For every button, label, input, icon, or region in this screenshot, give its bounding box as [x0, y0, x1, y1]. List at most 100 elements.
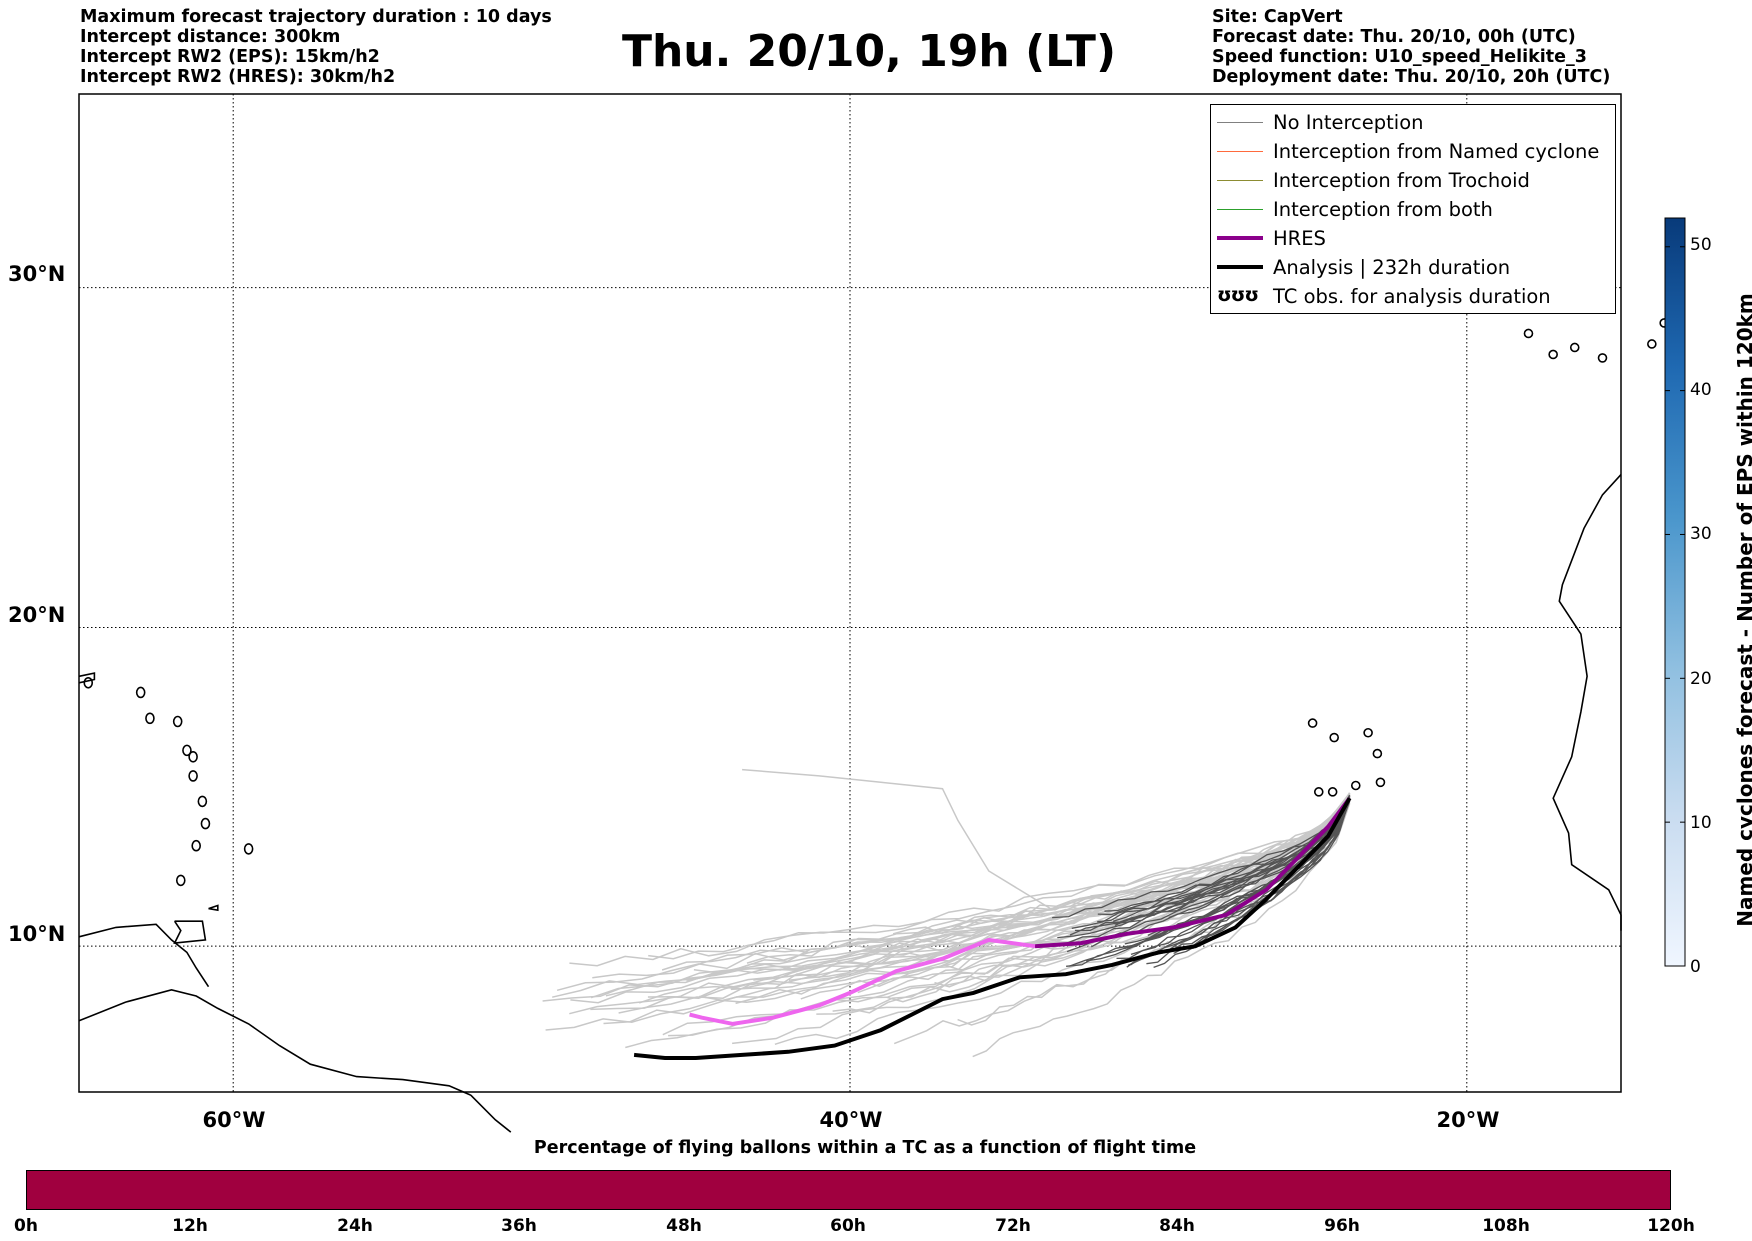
colorbar-tick-label: 40 — [1690, 380, 1712, 400]
lat-label-10n: 10°N — [8, 922, 66, 946]
lon-label-60w: 60°W — [202, 1108, 266, 1132]
legend-item-both: Interception from both — [1211, 196, 1615, 224]
lat-label-30n: 30°N — [8, 262, 66, 286]
analysis-track — [633, 797, 1352, 1060]
caribbean-island — [188, 770, 198, 782]
west-africa-coastline — [1552, 474, 1622, 931]
french-guiana-coastline — [470, 1094, 512, 1133]
hour-label: 12h — [172, 1216, 208, 1236]
legend-item-analysis: Analysis | 232h duration — [1211, 254, 1615, 282]
caribbean-island — [191, 839, 201, 852]
map-frame — [78, 93, 1622, 1093]
ensemble-track-light — [732, 792, 1351, 1045]
caribbean-island — [243, 843, 254, 855]
ensemble-track-dark — [1130, 798, 1351, 966]
hour-label: 96h — [1324, 1216, 1360, 1236]
legend-swatch — [1217, 122, 1263, 123]
hour-label: 48h — [666, 1216, 702, 1236]
legend-item-hres: HRES — [1211, 225, 1615, 253]
legend-item-no-interception: No Interception — [1211, 109, 1615, 137]
header-left-line: Intercept RW2 (HRES): 30km/h2 — [80, 67, 396, 87]
cape-verde-island — [1375, 777, 1386, 788]
legend-label: Interception from Named cyclone — [1273, 140, 1600, 163]
caribbean-island — [83, 676, 94, 689]
header-right-line: Deployment date: Thu. 20/10, 20h (UTC) — [1212, 67, 1611, 87]
ensemble-track-dark — [1052, 797, 1351, 919]
colorbar-right-ticks — [1665, 246, 1685, 967]
tc-symbol-icon: ʊʊʊ — [1217, 284, 1259, 306]
ensemble-track-dark — [1097, 800, 1351, 923]
cape-verde-island — [1372, 748, 1383, 759]
cape-verde-island — [1313, 787, 1324, 797]
hres-track-early — [1034, 796, 1352, 949]
header-left-info: Maximum forecast trajectory duration : 1… — [80, 7, 552, 87]
south-america-coastline — [78, 988, 472, 1096]
hour-label: 72h — [995, 1216, 1031, 1236]
lon-label-40w: 40°W — [819, 1108, 883, 1132]
hres-track-late — [689, 937, 1036, 1026]
caribbean-island — [135, 686, 146, 699]
canary-island — [1523, 328, 1534, 339]
header-left-line: Intercept RW2 (EPS): 15km/h2 — [80, 47, 380, 67]
canary-island — [1548, 349, 1558, 360]
legend-swatch — [1217, 236, 1263, 240]
ensemble-track-light — [556, 794, 1351, 992]
header-left-line: Maximum forecast trajectory duration : 1… — [80, 7, 552, 27]
hour-label: 84h — [1159, 1216, 1195, 1236]
caribbean-island — [145, 712, 155, 725]
cape-verde-island — [1307, 718, 1318, 728]
legend-label: TC obs. for analysis duration — [1273, 285, 1551, 308]
colorbar-tick-label: 20 — [1690, 669, 1712, 689]
map-legend: No Interception Interception from Named … — [1210, 104, 1616, 314]
header-left-line: Intercept distance: 300km — [80, 27, 341, 47]
cape-verde-island — [1329, 732, 1339, 743]
canary-island — [1569, 342, 1580, 353]
venezuela-coastline — [78, 923, 210, 988]
colorbar-right-frame — [1664, 217, 1686, 967]
ensemble-track-light — [972, 803, 1351, 1058]
hour-label: 24h — [337, 1216, 373, 1236]
hour-label: 60h — [830, 1216, 866, 1236]
header-right-info: Site: CapVert Forecast date: Thu. 20/10,… — [1212, 7, 1610, 87]
ensemble-track-light — [592, 792, 1351, 979]
header-right-line: Speed function: U10_speed_Helikite_3 — [1212, 47, 1587, 67]
legend-swatch — [1217, 180, 1263, 181]
colorbar-tick-label: 50 — [1690, 235, 1712, 255]
caribbean-island — [172, 715, 183, 728]
ensemble-track-dark — [1126, 799, 1351, 968]
header-right-line: Site: CapVert — [1212, 7, 1343, 27]
colorbar-tick-label: 0 — [1690, 957, 1701, 977]
colorbar-right-title: Named cyclones forecast - Number of EPS … — [1733, 293, 1752, 927]
legend-swatch — [1217, 151, 1263, 152]
tobago-coastline — [208, 904, 219, 912]
legend-swatch — [1217, 209, 1263, 210]
colorbar-tick-label: 30 — [1690, 524, 1712, 544]
ensemble-track-light — [699, 801, 1351, 1002]
ensemble-track-dark — [1104, 795, 1351, 912]
legend-label: Analysis | 232h duration — [1273, 256, 1511, 279]
legend-label: Interception from Trochoid — [1273, 169, 1530, 192]
page-title: Thu. 20/10, 19h (LT) — [621, 26, 1117, 77]
hour-label: 108h — [1482, 1216, 1530, 1236]
coastlines — [78, 318, 1669, 1133]
trinidad-coastline — [173, 920, 207, 945]
ensemble-track-dark — [1171, 797, 1351, 951]
canary-island — [1597, 353, 1608, 363]
bottom-colorbar — [26, 1170, 1671, 1210]
caribbean-island — [200, 817, 211, 830]
lon-label-20w: 20°W — [1436, 1108, 1500, 1132]
header-right-line: Forecast date: Thu. 20/10, 00h (UTC) — [1212, 27, 1576, 47]
bottom-bar-title: Percentage of flying ballons within a TC… — [533, 1138, 1197, 1158]
ensemble-track-light — [542, 799, 1351, 1002]
hour-label: 0h — [14, 1216, 38, 1236]
main-tracks — [633, 796, 1352, 1060]
legend-swatch — [1217, 265, 1263, 269]
cape-verde-island — [1327, 787, 1338, 797]
legend-item-tc-obs: ʊʊʊ TC obs. for analysis duration — [1211, 283, 1615, 311]
caribbean-island — [188, 750, 198, 763]
legend-item-named-cyclone: Interception from Named cyclone — [1211, 138, 1615, 166]
ensemble-track-dark — [1116, 797, 1351, 960]
canary-island — [1647, 339, 1657, 349]
lat-label-20n: 20°N — [8, 603, 66, 627]
